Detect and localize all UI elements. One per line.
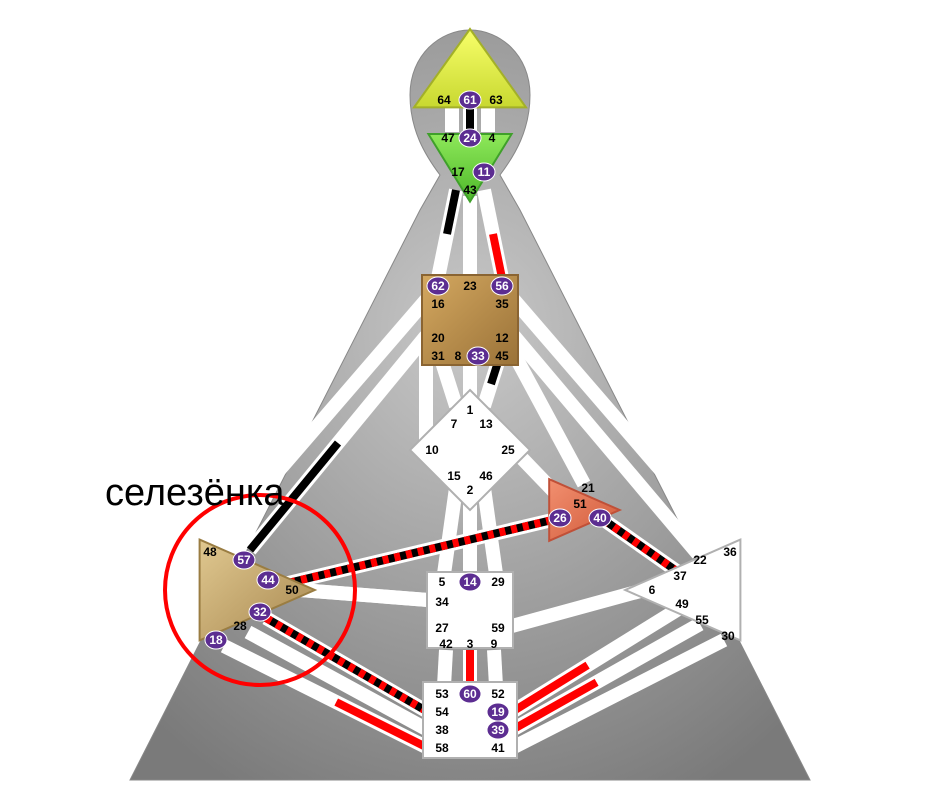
gate-60: 60 xyxy=(463,687,477,701)
gate-32: 32 xyxy=(253,605,267,619)
gate-40: 40 xyxy=(593,511,607,525)
gate-20: 20 xyxy=(431,331,445,345)
gate-14: 14 xyxy=(463,575,477,589)
gate-48: 48 xyxy=(203,545,217,559)
gate-8: 8 xyxy=(455,349,462,363)
gate-5: 5 xyxy=(439,575,446,589)
gate-36: 36 xyxy=(723,545,737,559)
gate-55: 55 xyxy=(695,613,709,627)
gate-35: 35 xyxy=(495,297,509,311)
gate-42: 42 xyxy=(439,637,453,651)
gate-51: 51 xyxy=(573,497,587,511)
gate-24: 24 xyxy=(463,131,477,145)
bodygraph-diagram: 6461634724417114362235616352012318334517… xyxy=(0,0,940,788)
gate-28: 28 xyxy=(233,619,247,633)
gate-13: 13 xyxy=(479,417,493,431)
gate-10: 10 xyxy=(425,443,439,457)
gate-11: 11 xyxy=(478,165,491,179)
gate-53: 53 xyxy=(435,687,449,701)
gate-63: 63 xyxy=(489,93,503,107)
gate-54: 54 xyxy=(435,705,449,719)
gate-33: 33 xyxy=(471,349,485,363)
gate-7: 7 xyxy=(451,417,458,431)
gate-49: 49 xyxy=(675,597,689,611)
gate-30: 30 xyxy=(721,629,735,643)
gate-43: 43 xyxy=(463,183,477,197)
gate-2: 2 xyxy=(467,483,474,497)
gate-18: 18 xyxy=(209,633,223,647)
gate-39: 39 xyxy=(491,723,505,737)
gate-21: 21 xyxy=(581,481,595,495)
gate-64: 64 xyxy=(437,93,451,107)
gate-26: 26 xyxy=(553,511,567,525)
gate-38: 38 xyxy=(435,723,449,737)
gate-58: 58 xyxy=(435,741,449,755)
gate-41: 41 xyxy=(491,741,505,755)
gate-19: 19 xyxy=(491,705,505,719)
gate-12: 12 xyxy=(495,331,509,345)
gate-62: 62 xyxy=(431,279,445,293)
gate-29: 29 xyxy=(491,575,505,589)
gate-3: 3 xyxy=(467,637,474,651)
gate-47: 47 xyxy=(441,131,455,145)
gate-27: 27 xyxy=(435,621,449,635)
gate-4: 4 xyxy=(489,131,496,145)
gate-46: 46 xyxy=(479,469,493,483)
gate-56: 56 xyxy=(495,279,509,293)
gate-59: 59 xyxy=(491,621,505,635)
gate-34: 34 xyxy=(435,595,449,609)
gate-15: 15 xyxy=(447,469,461,483)
gate-44: 44 xyxy=(261,573,275,587)
gate-17: 17 xyxy=(451,165,465,179)
gate-9: 9 xyxy=(491,637,498,651)
gate-16: 16 xyxy=(431,297,445,311)
gate-1: 1 xyxy=(467,403,474,417)
gate-31: 31 xyxy=(431,349,445,363)
gate-57: 57 xyxy=(237,553,251,567)
gate-50: 50 xyxy=(285,583,299,597)
gate-23: 23 xyxy=(463,279,477,293)
gate-45: 45 xyxy=(495,349,509,363)
gate-37: 37 xyxy=(673,569,687,583)
gate-61: 61 xyxy=(463,93,477,107)
gate-52: 52 xyxy=(491,687,505,701)
gate-6: 6 xyxy=(649,583,656,597)
gate-22: 22 xyxy=(693,553,707,567)
gate-25: 25 xyxy=(501,443,515,457)
annotation-label: селезёнка xyxy=(105,472,285,514)
